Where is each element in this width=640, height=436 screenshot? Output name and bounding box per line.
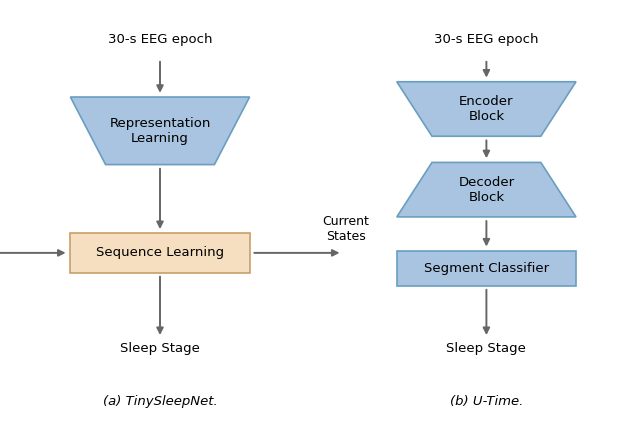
Polygon shape [70,97,250,165]
Bar [397,251,576,286]
Polygon shape [397,163,576,217]
Text: Current
States: Current States [322,215,369,243]
Text: Decoder
Block: Decoder Block [458,176,515,204]
Bar [70,233,250,272]
Text: Segment Classifier: Segment Classifier [424,262,549,275]
Polygon shape [397,82,576,136]
Text: Previous
States: Previous States [0,215,1,243]
Text: (a) TinySleepNet.: (a) TinySleepNet. [102,395,218,408]
Text: Sleep Stage: Sleep Stage [447,342,526,355]
Text: Sequence Learning: Sequence Learning [96,246,224,259]
Text: 30-s EEG epoch: 30-s EEG epoch [434,33,539,46]
Text: Sleep Stage: Sleep Stage [120,342,200,355]
Text: (b) U-Time.: (b) U-Time. [450,395,523,408]
Text: 30-s EEG epoch: 30-s EEG epoch [108,33,212,46]
Text: Representation
Learning: Representation Learning [109,117,211,145]
Text: Encoder
Block: Encoder Block [459,95,514,123]
